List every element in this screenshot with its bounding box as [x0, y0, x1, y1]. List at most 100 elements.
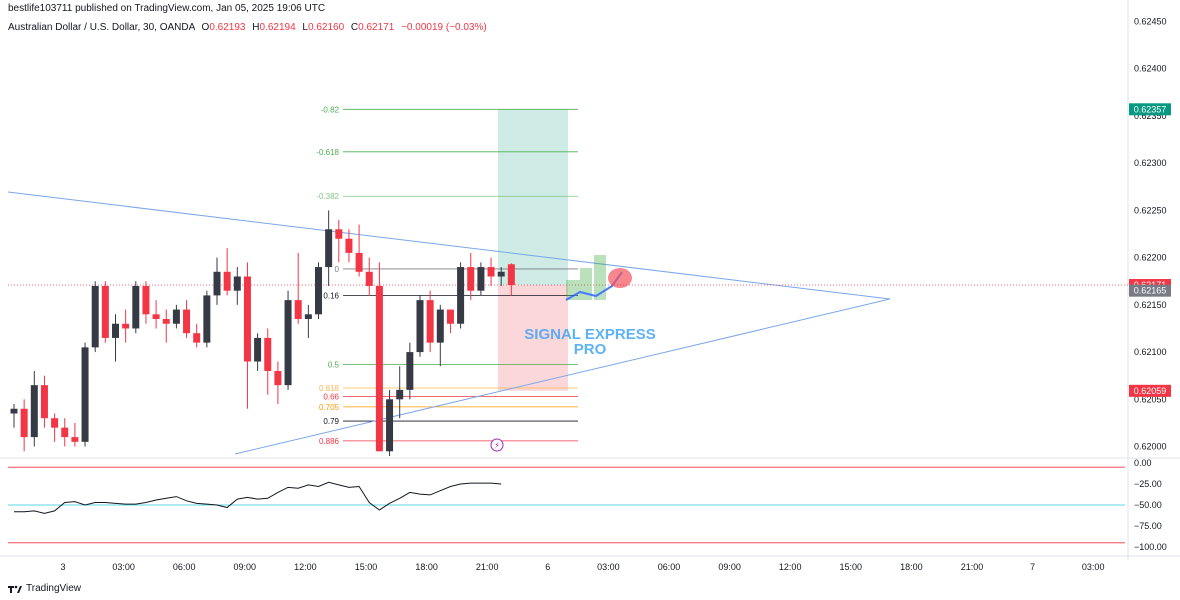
- price-tick-label: 0.62350: [1134, 111, 1167, 121]
- candle-body: [142, 285, 150, 315]
- event-marker-icon: [490, 438, 504, 452]
- candle-body: [365, 271, 373, 286]
- price-tick-label: 0.62150: [1134, 300, 1167, 310]
- bull-icon: [608, 268, 632, 288]
- time-tick-label: 03:00: [1082, 562, 1105, 572]
- fib-level-label: 0: [335, 265, 340, 274]
- symbol-legend: Australian Dollar / U.S. Dollar, 30, OAN…: [8, 22, 487, 33]
- time-tick-label: 21:00: [476, 562, 499, 572]
- candle-body: [274, 370, 282, 386]
- candle-body: [386, 399, 394, 452]
- indicator-tick-label: −100.00: [1134, 542, 1167, 552]
- lightning-icon: ⚡: [494, 441, 500, 450]
- time-tick-label: 09:00: [234, 562, 257, 572]
- candle-body: [112, 323, 119, 338]
- time-tick-label: 06:00: [173, 562, 196, 572]
- candle-body: [335, 229, 343, 239]
- low-label: L: [302, 22, 308, 33]
- candle-body: [497, 271, 505, 277]
- open-label: O: [201, 22, 210, 33]
- time-tick-label: 06:00: [658, 562, 681, 572]
- fib-level-label: 0.79: [323, 417, 339, 426]
- candle-body: [132, 285, 140, 329]
- time-tick-label: 09:00: [718, 562, 741, 572]
- high-label: H: [252, 22, 260, 33]
- candle-body: [477, 267, 485, 291]
- candle-body: [375, 285, 383, 452]
- time-tick-label: 12:00: [294, 562, 317, 572]
- candle-body: [71, 437, 79, 442]
- publisher-line: bestlife103711 published on TradingView.…: [8, 3, 326, 14]
- candle-body: [315, 267, 322, 315]
- candle-body: [20, 408, 28, 438]
- time-tick-label: 3: [60, 562, 65, 572]
- fib-level-label: 0.886: [319, 437, 340, 446]
- candle-body: [446, 309, 454, 324]
- candle-body: [10, 408, 18, 414]
- time-tick-label: 7: [1030, 562, 1035, 572]
- candle-body: [30, 385, 38, 438]
- candle-body: [304, 314, 312, 320]
- price-tick-label: 0.62300: [1134, 158, 1167, 168]
- candle-body: [101, 285, 109, 338]
- tradingview-logo-icon: [8, 585, 22, 593]
- change-value: −0.00019 (−0.03%): [401, 22, 487, 33]
- candle-body: [152, 314, 160, 320]
- indicator-tick-label: −25.00: [1134, 479, 1162, 489]
- price-tick-label: 0.62050: [1134, 394, 1167, 404]
- candle-body: [254, 337, 262, 362]
- time-tick-label: 03:00: [112, 562, 135, 572]
- candle-body: [416, 300, 424, 353]
- indicator-tick-label: −50.00: [1134, 500, 1162, 510]
- time-tick-label: 6: [545, 562, 550, 572]
- fib-level-label: 0.618: [319, 384, 340, 393]
- candle-body: [51, 418, 59, 428]
- candle-body: [233, 276, 241, 291]
- candle-body: [264, 337, 272, 371]
- fib-level-label: 0.66: [323, 392, 339, 401]
- time-tick-label: 18:00: [900, 562, 923, 572]
- price-tag-label: 0.62059: [1134, 386, 1167, 396]
- indicator-line: [14, 481, 502, 514]
- candle-body: [325, 229, 333, 268]
- close-value: 0.62171: [358, 22, 395, 33]
- candle-body: [40, 385, 48, 419]
- candle-body: [487, 267, 495, 277]
- low-value: 0.62160: [307, 22, 345, 33]
- indicator-tick-label: −75.00: [1134, 521, 1162, 531]
- candle-body: [162, 319, 170, 324]
- time-tick-label: 15:00: [840, 562, 863, 572]
- fib-level-label: 0.5: [328, 360, 340, 369]
- close-label: C: [350, 22, 359, 33]
- candle-body: [284, 300, 292, 386]
- candle-body: [406, 352, 414, 390]
- time-tick-label: 03:00: [597, 562, 620, 572]
- candle-body: [396, 389, 404, 400]
- price-tag: [1129, 384, 1171, 397]
- watermark-text-line1: SIGNAL EXPRESS: [524, 326, 655, 343]
- trendline-lower: [234, 298, 891, 455]
- price-tick-label: 0.62400: [1134, 64, 1167, 74]
- tradingview-brand: TradingView: [26, 583, 82, 594]
- candle-body: [345, 238, 353, 253]
- price-tag-label: 0.62165: [1134, 286, 1167, 296]
- candle-body: [183, 309, 191, 334]
- time-tick-label: 12:00: [779, 562, 802, 572]
- candle-body: [203, 295, 211, 343]
- candle-body: [355, 252, 363, 272]
- candle-body: [81, 347, 89, 442]
- candle-body: [223, 271, 231, 291]
- open-value: 0.62193: [209, 22, 246, 33]
- price-tag: [1129, 284, 1171, 297]
- candle-body: [426, 300, 434, 343]
- price-tag-label: 0.62357: [1134, 104, 1167, 114]
- time-tick-label: 18:00: [415, 562, 438, 572]
- candle-body: [457, 267, 465, 324]
- candle-body: [61, 427, 69, 438]
- price-tick-label: 0.62200: [1134, 253, 1167, 263]
- fib-level-label: -0.82: [321, 105, 340, 114]
- candle-body: [172, 309, 180, 324]
- fib-level-label: -0.382: [316, 192, 339, 201]
